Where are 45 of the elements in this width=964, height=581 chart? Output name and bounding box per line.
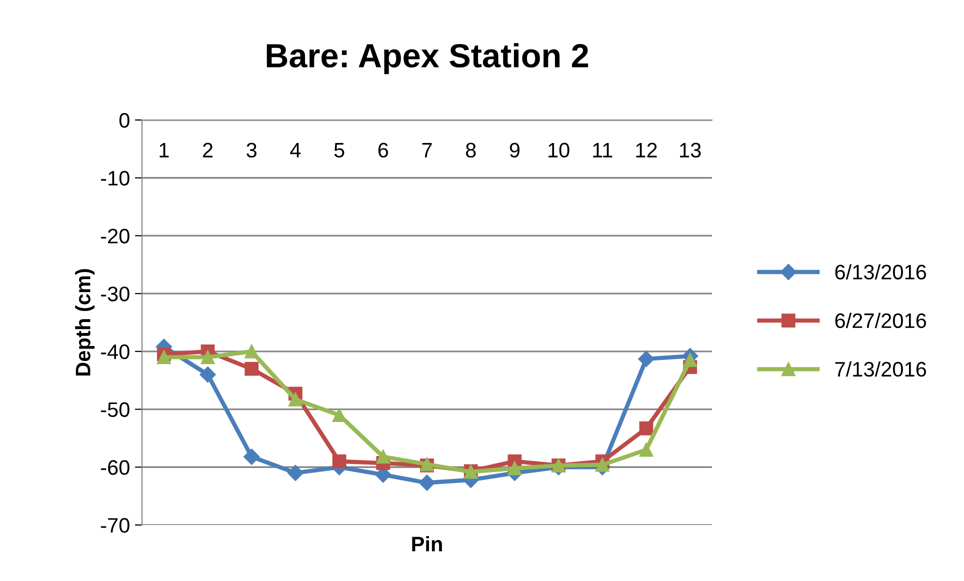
x-tick-label: 1	[160, 143, 169, 158]
point	[332, 454, 346, 468]
x-tick-label: 5	[334, 143, 344, 158]
y-tick-label: -30	[101, 286, 130, 302]
x-tick-label: 13	[680, 142, 701, 158]
x-tick-label: 9	[510, 142, 520, 158]
point	[683, 353, 698, 368]
x-axis-title: Pin	[412, 536, 442, 552]
point	[376, 450, 390, 464]
legend-label: 6/27/2016	[835, 312, 926, 328]
point	[156, 350, 171, 364]
x-tick-label: 6	[378, 142, 388, 158]
y-tick-label: -60	[101, 460, 130, 475]
x-tick-label: 4	[290, 143, 301, 158]
y-tick-label: -70	[101, 518, 130, 533]
x-tick-label: 11	[593, 143, 612, 158]
point	[244, 344, 259, 358]
point	[595, 458, 610, 472]
y-tick-label: 0	[119, 113, 130, 128]
chart-title: Bare: Apex Station 2	[266, 43, 588, 74]
point	[418, 474, 436, 491]
x-tick-label: 10	[548, 142, 570, 158]
legend-label: 7/13/2016	[835, 361, 926, 377]
point	[288, 392, 302, 406]
y-tick-label: -20	[101, 228, 130, 244]
point	[638, 350, 654, 368]
point	[332, 408, 346, 422]
x-tick-label: 3	[246, 142, 256, 158]
point	[244, 362, 259, 376]
point	[639, 442, 654, 457]
y-axis-title: Depth (cm)	[75, 269, 95, 376]
x-tick-label: 8	[466, 142, 476, 158]
x-tick-label: 12	[636, 142, 657, 158]
y-tick-label: -40	[101, 344, 130, 360]
y-tick-label: -50	[101, 402, 130, 418]
legend-label: 6/13/2016	[835, 264, 926, 280]
point	[244, 448, 260, 465]
point	[639, 421, 654, 436]
point	[287, 464, 304, 481]
x-tick-label: 7	[422, 143, 432, 158]
point	[200, 350, 215, 364]
point	[508, 461, 522, 476]
point	[200, 366, 216, 383]
y-tick-label: -10	[101, 170, 130, 186]
x-tick-label: 2	[203, 142, 213, 158]
